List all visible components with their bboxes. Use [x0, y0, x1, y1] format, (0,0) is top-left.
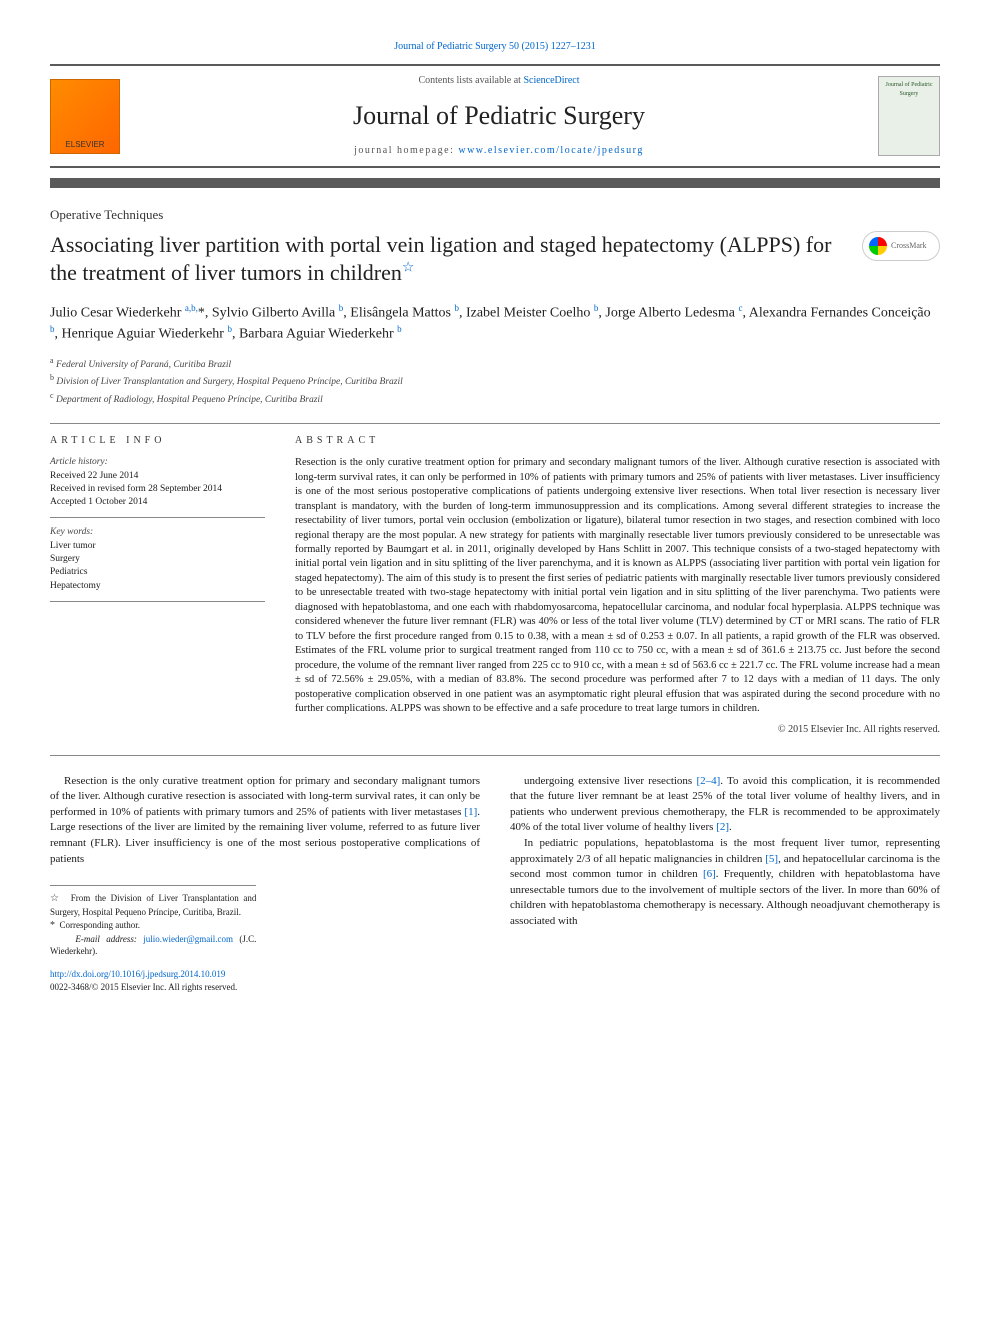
keyword: Liver tumor: [50, 540, 265, 553]
homepage-link[interactable]: www.elsevier.com/locate/jpedsurg: [458, 145, 643, 156]
affiliations: a Federal University of Paraná, Curitiba…: [50, 355, 940, 407]
footnote-star: ☆ From the Division of Liver Transplanta…: [50, 892, 256, 919]
abstract-copyright: © 2015 Elsevier Inc. All rights reserved…: [295, 723, 940, 737]
abstract: ABSTRACT Resection is the only curative …: [295, 434, 940, 736]
divider: [50, 755, 940, 756]
crossmark-badge[interactable]: CrossMark: [862, 231, 940, 261]
keyword: Pediatrics: [50, 566, 265, 579]
footnotes: ☆ From the Division of Liver Transplanta…: [50, 885, 256, 958]
title-footnote-star: ☆: [402, 261, 415, 276]
journal-citation[interactable]: Journal of Pediatric Surgery 50 (2015) 1…: [50, 40, 940, 54]
doi-block: http://dx.doi.org/10.1016/j.jpedsurg.201…: [50, 968, 480, 993]
divider: [50, 423, 940, 424]
article-info-heading: ARTICLE INFO: [50, 434, 265, 448]
abstract-heading: ABSTRACT: [295, 434, 940, 448]
header-center: Contents lists available at ScienceDirec…: [140, 74, 858, 158]
article-history-block: Article history: Received 22 June 2014 R…: [50, 456, 265, 518]
abstract-text: Resection is the only curative treatment…: [295, 456, 940, 717]
email-link[interactable]: julio.wieder@gmail.com: [143, 934, 233, 944]
doi-link[interactable]: http://dx.doi.org/10.1016/j.jpedsurg.201…: [50, 969, 225, 979]
elsevier-logo[interactable]: ELSEVIER: [50, 79, 120, 154]
article-title: Associating liver partition with portal …: [50, 231, 842, 288]
footnote-corresponding: * Corresponding author.: [50, 919, 256, 933]
keyword: Surgery: [50, 553, 265, 566]
affiliation-b: b Division of Liver Transplantation and …: [50, 372, 940, 389]
contents-prefix: Contents lists available at: [418, 75, 523, 86]
crossmark-icon: [869, 237, 887, 255]
journal-header: ELSEVIER Contents lists available at Sci…: [50, 64, 940, 168]
keywords-label: Key words:: [50, 526, 265, 539]
contents-line: Contents lists available at ScienceDirec…: [140, 74, 858, 88]
body-paragraph: In pediatric populations, hepatoblastoma…: [510, 836, 940, 930]
sciencedirect-link[interactable]: ScienceDirect: [523, 75, 579, 86]
title-text: Associating liver partition with portal …: [50, 232, 831, 286]
history-label: Article history:: [50, 456, 265, 469]
journal-cover-thumb: Journal of Pediatric Surgery: [878, 76, 940, 156]
journal-name: Journal of Pediatric Surgery: [140, 98, 858, 134]
received-date: Received 22 June 2014: [50, 470, 265, 483]
body-paragraph: Resection is the only curative treatment…: [50, 774, 480, 868]
accepted-date: Accepted 1 October 2014: [50, 496, 265, 509]
authors: Julio Cesar Wiederkehr a,b,*, Sylvio Gil…: [50, 302, 940, 345]
article-info: ARTICLE INFO Article history: Received 2…: [50, 434, 265, 736]
affiliation-c: c Department of Radiology, Hospital Pequ…: [50, 390, 940, 407]
crossmark-label: CrossMark: [891, 240, 927, 251]
body-text: Resection is the only curative treatment…: [50, 774, 940, 994]
homepage-prefix: journal homepage:: [354, 145, 458, 156]
header-separator: [50, 178, 940, 188]
affiliation-a: a Federal University of Paraná, Curitiba…: [50, 355, 940, 372]
keywords-block: Key words: Liver tumor Surgery Pediatric…: [50, 526, 265, 601]
homepage-line: journal homepage: www.elsevier.com/locat…: [140, 144, 858, 158]
keyword: Hepatectomy: [50, 580, 265, 593]
revised-date: Received in revised form 28 September 20…: [50, 483, 265, 496]
body-paragraph: undergoing extensive liver resections [2…: [510, 774, 940, 836]
footnote-email: E-mail address: julio.wieder@gmail.com (…: [50, 933, 256, 958]
issn-line: 0022-3468/© 2015 Elsevier Inc. All right…: [50, 981, 480, 994]
article-type: Operative Techniques: [50, 206, 940, 224]
